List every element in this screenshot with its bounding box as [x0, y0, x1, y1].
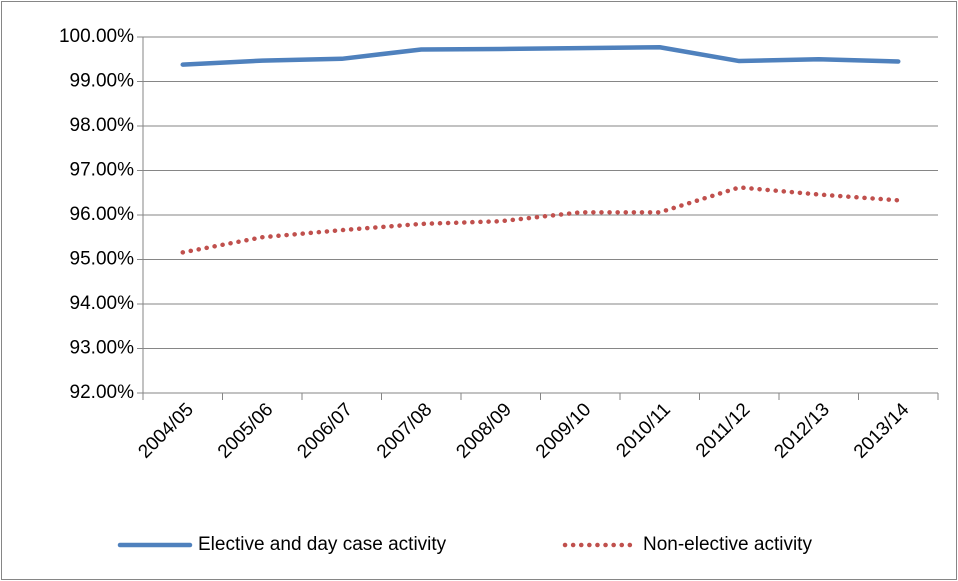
y-tick-label: 97.00%: [70, 160, 135, 181]
y-tick-label: 96.00%: [70, 204, 135, 225]
y-tick-label: 94.00%: [70, 293, 135, 314]
legend-label: Elective and day case activity: [198, 534, 447, 555]
legend-label: Non-elective activity: [643, 534, 812, 555]
y-tick-label: 92.00%: [70, 382, 135, 403]
y-tick-label: 93.00%: [70, 338, 135, 359]
series-line: [180, 44, 901, 67]
series-line: [180, 185, 901, 255]
y-tick-label: 98.00%: [70, 115, 135, 136]
y-tick-label: 95.00%: [70, 249, 135, 270]
y-tick-label: 100.00%: [59, 26, 134, 47]
y-tick-label: 99.00%: [70, 71, 135, 92]
